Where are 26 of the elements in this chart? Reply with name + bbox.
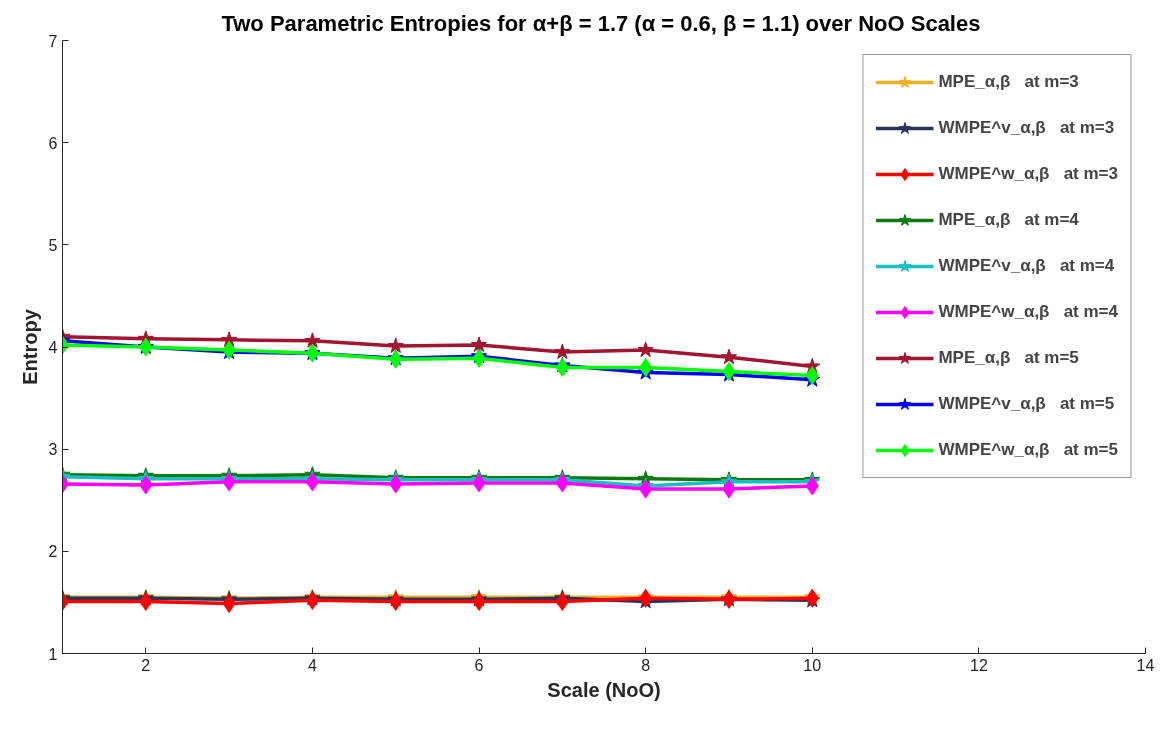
- y-tick-label: 5: [48, 236, 58, 254]
- x-axis-title: Scale (NoO): [547, 678, 661, 701]
- y-tick-label: 3: [48, 441, 58, 459]
- y-tick-label: 6: [48, 134, 58, 152]
- legend-label: MPE_α,β at m=3: [938, 72, 1079, 92]
- y-tick-label: 1: [48, 645, 58, 663]
- y-tick-label: 7: [48, 32, 58, 50]
- legend-label: WMPE^w_α,β at m=4: [938, 302, 1118, 322]
- y-tick-label: 2: [48, 543, 58, 561]
- legend-label: WMPE^w_α,β at m=3: [938, 164, 1118, 184]
- legend-label: WMPE^w_α,β at m=5: [938, 440, 1118, 460]
- chart-title: Two Parametric Entropies for α+β = 1.7 (α = 0.6, β = 1.1) over NoO Scales: [221, 10, 981, 36]
- legend-label: MPE_α,β at m=4: [938, 210, 1079, 230]
- legend-label: WMPE^v_α,β at m=4: [938, 256, 1115, 276]
- x-tick-label: 6: [474, 656, 484, 674]
- legend-label: MPE_α,β at m=5: [938, 348, 1079, 368]
- x-tick-label: 14: [1136, 656, 1155, 674]
- legend-label: WMPE^v_α,β at m=3: [938, 118, 1115, 138]
- x-tick-label: 2: [141, 656, 151, 674]
- y-tick-label: 4: [48, 339, 58, 356]
- x-tick-label: 4: [307, 656, 317, 674]
- x-tick-label: 8: [641, 656, 651, 674]
- x-tick-label: 12: [969, 656, 988, 674]
- x-tick-label: 10: [803, 656, 822, 674]
- legend-label: WMPE^v_α,β at m=5: [938, 394, 1115, 414]
- y-axis-title: Entropy: [18, 308, 41, 385]
